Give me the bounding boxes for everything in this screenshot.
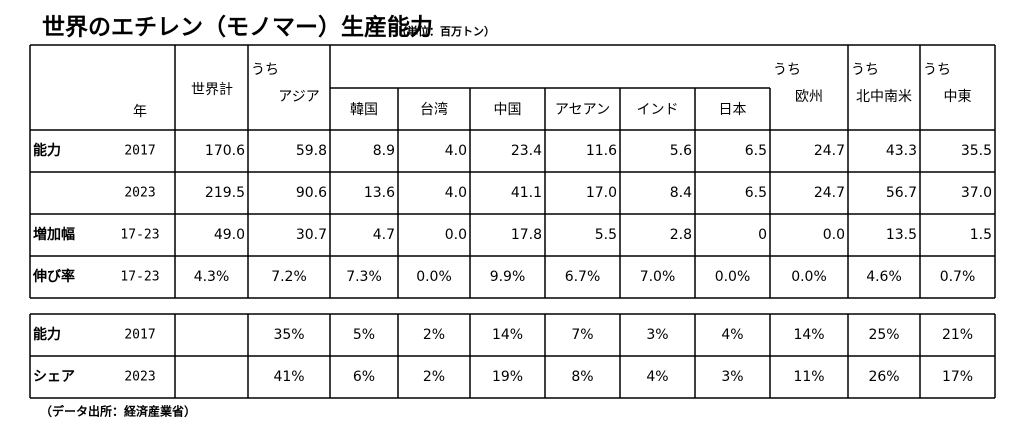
cell: 1.5 [970,227,992,243]
cell: 4.0 [445,143,467,159]
cell: 3% [721,369,743,385]
header-sub: 台湾 [420,101,448,118]
cell: 30.7 [296,227,327,243]
header-group: 北中南米 [856,89,912,105]
cell: 0.0% [791,269,827,285]
cell: 0.0 [445,227,467,243]
cell: 41% [273,369,304,385]
source: （データ出所：経済産業省） [40,404,196,419]
cell: 4% [646,369,668,385]
header-uchi: うち [923,62,951,78]
cell: 3% [646,327,668,343]
cell: 8.4 [670,185,692,201]
header-sub: 日本 [719,102,747,118]
cell: 2% [423,369,445,385]
cell: 5.6 [670,143,692,159]
cell: 6.7% [565,269,601,285]
row-label: 能力 [33,142,61,159]
header-group: 欧州 [795,89,823,105]
cell: 13.5 [886,227,917,243]
cell: 90.6 [296,185,327,201]
header-uchi: うち [851,62,879,78]
cell: 0.0% [715,269,751,285]
cell: 4.3% [194,269,230,285]
row-year: 2023 [124,186,155,201]
row-label: 伸び率 [32,268,75,285]
cell: 4% [721,327,743,343]
cell: 4.0 [445,185,467,201]
row-year: 2023 [124,370,155,385]
cell: 7.3% [346,269,382,285]
cell: 14% [492,327,523,343]
cell: 6.5 [745,143,767,159]
cell: 5% [353,327,375,343]
row-label: 増加幅 [33,226,75,243]
cell: 0.0% [416,269,452,285]
cell: 4.7 [373,227,395,243]
row-year: 17-23 [120,228,159,243]
cell: 170.6 [205,143,245,159]
cell: 11.6 [586,143,617,159]
cell: 23.4 [511,143,542,159]
cell: 11% [793,369,824,385]
cell: 21% [942,327,973,343]
cell: 0 [758,227,767,243]
cell: 6% [353,369,375,385]
cell: 17.8 [511,227,542,243]
cell: 43.3 [886,143,917,159]
cell: 25% [868,327,899,343]
cell: 14% [793,327,824,343]
cell: 2% [423,327,445,343]
cell: 2.8 [670,227,692,243]
row-year: 2017 [124,144,155,159]
cell: 7% [571,327,593,343]
header-group: アジア [278,89,319,105]
cell: 26% [868,369,899,385]
header-group: 中東 [944,89,972,105]
cell: 24.7 [814,143,845,159]
cell: 35.5 [961,143,992,159]
cell: 19% [492,369,523,385]
cell: 17% [942,369,973,385]
row-year: 17-23 [120,270,159,285]
cell: 35% [273,327,304,343]
header-sub: アセアン [555,102,610,118]
cell: 37.0 [961,185,992,201]
row-label: 能力 [33,326,61,343]
cell: 219.5 [205,185,245,201]
header-sub: 韓国 [350,102,378,118]
cell: 24.7 [814,185,845,201]
cell: 8.9 [373,143,395,159]
unit: （単位：百万トン） [396,24,495,38]
row-label: シェア [33,369,75,385]
cell: 5.5 [595,227,617,243]
cell: 17.0 [586,185,617,201]
cell: 7.2% [271,269,307,285]
header-sub: インド [637,102,679,118]
cell: 56.7 [886,185,917,201]
cell: 0.0 [823,227,845,243]
cell: 6.5 [745,185,767,201]
header-year: 年 [133,104,147,120]
cell: 13.6 [364,185,395,201]
title: 世界のエチレン（モノマー）生産能力 [42,14,433,41]
cell: 59.8 [296,143,327,159]
cell: 9.9% [490,269,526,285]
header-uchi: うち [773,62,801,78]
cell: 49.0 [214,227,245,243]
cell: 7.0% [640,269,676,285]
header-sub: 中国 [494,102,522,118]
header-uchi: うち [251,62,279,78]
header-world: 世界計 [191,82,233,98]
row-year: 2017 [124,328,155,343]
cell: 8% [571,369,593,385]
cell: 0.7% [940,269,976,285]
cell: 4.6% [866,269,902,285]
cell: 41.1 [511,185,542,201]
